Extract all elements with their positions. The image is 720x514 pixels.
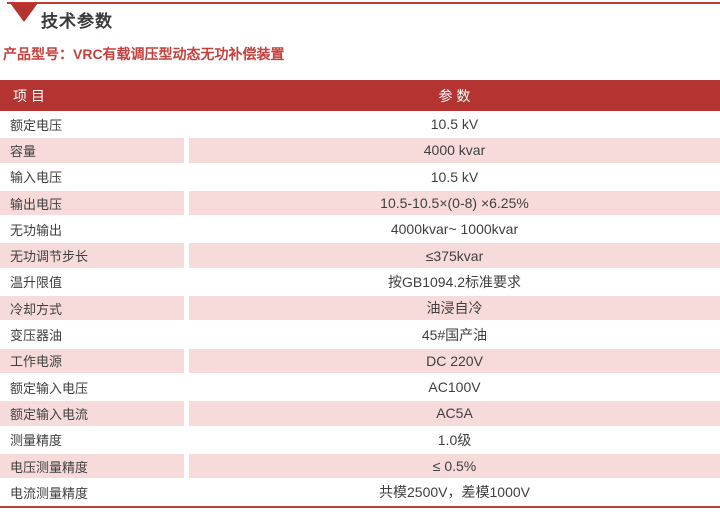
row-value: 10.5-10.5×(0-8) ×6.25% bbox=[189, 190, 720, 216]
row-item-label: 变压器油 bbox=[0, 322, 184, 347]
row-item-label: 无功输出 bbox=[0, 217, 184, 242]
product-model-label: 产品型号：VRC有载调压型动态无功补偿装置 bbox=[3, 46, 285, 62]
row-value: ≤375kvar bbox=[189, 243, 720, 268]
triangle-down-icon bbox=[10, 3, 38, 22]
row-item-label: 电压测量精度 bbox=[0, 453, 184, 479]
page-title: 技术参数 bbox=[41, 12, 113, 31]
row-item-label: 冷却方式 bbox=[0, 296, 184, 321]
row-item-label: 额定输入电流 bbox=[0, 401, 184, 426]
section-divider-line bbox=[7, 2, 720, 4]
row-item-label: 额定输入电压 bbox=[0, 374, 184, 400]
row-item-label: 额定电压 bbox=[0, 112, 184, 137]
column-header-item: 项 目 bbox=[13, 87, 45, 104]
row-item-label: 测量精度 bbox=[0, 427, 184, 452]
table-header-row: 项 目 参 数 bbox=[0, 80, 720, 111]
row-value: 10.5 kV bbox=[189, 112, 720, 137]
row-value: AC5A bbox=[189, 401, 720, 426]
row-value: ≤ 0.5% bbox=[189, 453, 720, 479]
row-item-label: 容量 bbox=[0, 138, 184, 163]
table-body: 额定电压 10.5 kV 容量 4000 kvar 输入电压 10.5 kV 输出电压 10.… bbox=[0, 112, 720, 505]
row-value: AC100V bbox=[189, 374, 720, 400]
row-value: 1.0级 bbox=[189, 427, 720, 452]
row-item-label: 工作电源 bbox=[0, 348, 184, 373]
row-item-label: 输入电压 bbox=[0, 164, 184, 189]
row-value: 45#国产油 bbox=[189, 322, 720, 347]
row-value: DC 220V bbox=[189, 348, 720, 373]
column-header-param: 参 数 bbox=[438, 87, 471, 104]
row-value: 4000 kvar bbox=[189, 138, 720, 163]
row-value: 共模2500V，差模1000V bbox=[189, 480, 720, 505]
page-bottom-rule bbox=[0, 506, 720, 508]
row-item-label: 无功调节步长 bbox=[0, 243, 184, 268]
row-item-label: 温升限值 bbox=[0, 269, 184, 295]
row-value: 油浸自冷 bbox=[189, 296, 720, 321]
spec-table: 项 目 参 数 额定电压 10.5 kV 容量 4000 kvar 输入电压 10.5 k… bbox=[0, 80, 720, 505]
row-value: 4000kvar~ 1000kvar bbox=[189, 217, 720, 242]
row-value: 10.5 kV bbox=[189, 164, 720, 189]
row-item-label: 电流测量精度 bbox=[0, 480, 184, 505]
row-item-label: 输出电压 bbox=[0, 190, 184, 216]
row-value: 按GB1094.2标准要求 bbox=[189, 269, 720, 295]
